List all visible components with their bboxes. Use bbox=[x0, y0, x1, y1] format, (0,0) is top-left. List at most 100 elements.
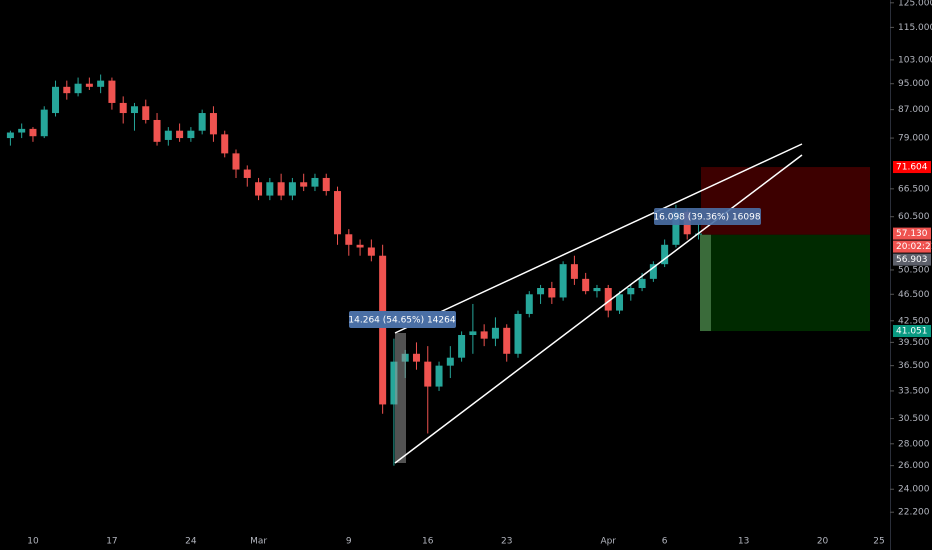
trend-line bbox=[394, 143, 803, 334]
candle-body bbox=[164, 130, 172, 140]
y-tick-label: 33.500 bbox=[898, 386, 930, 396]
candle-body bbox=[424, 361, 432, 387]
countdown: 20:02:21 bbox=[896, 242, 932, 252]
candle-body bbox=[311, 177, 319, 187]
x-tick-label: 25 bbox=[873, 537, 884, 547]
y-tick-label: 87.000 bbox=[898, 105, 930, 115]
y-tick-label: 50.500 bbox=[898, 265, 930, 275]
candle-body bbox=[356, 244, 364, 248]
candle-body bbox=[570, 264, 578, 279]
price-label: 41.051 bbox=[896, 327, 928, 337]
candle-body bbox=[593, 288, 601, 292]
x-tick-label: 23 bbox=[501, 537, 512, 547]
candle-body bbox=[187, 130, 195, 139]
candle-body bbox=[379, 255, 387, 405]
candle-body bbox=[627, 288, 635, 295]
x-tick-label: 9 bbox=[346, 537, 352, 547]
y-tick-label: 42.500 bbox=[898, 316, 930, 326]
candle-body bbox=[661, 244, 669, 265]
candle-body bbox=[334, 191, 342, 235]
countdown-box bbox=[893, 240, 931, 253]
y-tick-label: 60.500 bbox=[898, 212, 930, 222]
x-tick-label: 6 bbox=[662, 537, 668, 547]
candle-body bbox=[446, 357, 454, 366]
candle-body bbox=[491, 327, 499, 339]
measure-box bbox=[654, 208, 761, 225]
candle-body bbox=[638, 278, 646, 289]
candles bbox=[6, 74, 702, 466]
price-label-box bbox=[893, 325, 931, 338]
y-tick-label: 36.500 bbox=[898, 361, 930, 371]
y-tick-label: 39.500 bbox=[898, 338, 930, 348]
x-tick-label: Apr bbox=[600, 537, 616, 547]
y-tick-label: 22.200 bbox=[898, 508, 930, 518]
candle-body bbox=[130, 106, 138, 114]
candle-body bbox=[435, 365, 443, 387]
candle-body bbox=[209, 113, 217, 135]
x-tick-label: 13 bbox=[738, 537, 749, 547]
candle-body bbox=[537, 288, 545, 295]
y-tick-label: 24.000 bbox=[898, 485, 930, 495]
x-tick-label: 10 bbox=[27, 537, 39, 547]
trend-line bbox=[394, 154, 803, 464]
candle-body bbox=[40, 109, 48, 137]
measure-box bbox=[349, 311, 456, 328]
y-tick-label: 26.000 bbox=[898, 461, 930, 471]
candle-body bbox=[322, 177, 330, 192]
x-tick-label: Mar bbox=[250, 537, 267, 547]
y-tick-label: 103.000 bbox=[898, 55, 932, 65]
candle-body bbox=[514, 313, 522, 354]
candle-body bbox=[300, 182, 308, 187]
candle-body bbox=[525, 294, 533, 314]
price-label-box bbox=[893, 253, 931, 266]
price-axis: 125.000 115.000 103.000 95.000 87.000 79.000 6… bbox=[890, 0, 932, 518]
candle-body bbox=[74, 83, 82, 94]
target-zone bbox=[701, 234, 870, 332]
candle-body bbox=[221, 134, 229, 154]
x-tick-label: 17 bbox=[106, 537, 117, 547]
candle-body bbox=[108, 80, 116, 103]
candle-body bbox=[277, 182, 285, 196]
x-tick-label: 20 bbox=[817, 537, 829, 547]
candle-body bbox=[412, 353, 420, 362]
y-tick-label: 66.500 bbox=[898, 184, 930, 194]
candle-body bbox=[243, 169, 251, 178]
candle-body bbox=[503, 327, 511, 354]
price-label-box bbox=[893, 227, 931, 240]
candle-body bbox=[649, 264, 657, 279]
candle-body bbox=[616, 294, 624, 311]
candle-body bbox=[458, 335, 466, 358]
candle-body bbox=[52, 86, 60, 114]
candle-body bbox=[367, 247, 375, 256]
measure-label: 14.264 (54.65%) 14264 bbox=[348, 316, 455, 326]
target-stripe bbox=[700, 234, 711, 332]
price-label: 56.903 bbox=[896, 255, 928, 265]
y-tick-label: 95.000 bbox=[898, 79, 930, 89]
candle-body bbox=[198, 113, 206, 131]
candle-body bbox=[480, 331, 488, 339]
candle-body bbox=[548, 288, 556, 298]
candle-body bbox=[97, 80, 105, 87]
price-label: 71.604 bbox=[896, 163, 928, 173]
measure-bar bbox=[395, 333, 406, 463]
y-tick-label: 28.000 bbox=[898, 439, 930, 449]
candle-body bbox=[288, 182, 296, 196]
y-tick-label: 30.500 bbox=[898, 414, 930, 424]
candle-body bbox=[142, 106, 150, 120]
candle-body bbox=[469, 331, 477, 336]
measure-label: 16.098 (39.36%) 16098 bbox=[653, 213, 760, 223]
candle-body bbox=[266, 182, 274, 196]
y-tick-label: 125.000 bbox=[898, 0, 932, 8]
x-tick-label: 24 bbox=[185, 537, 197, 547]
candle-body bbox=[29, 128, 37, 137]
candle-body bbox=[255, 182, 263, 196]
y-tick-label: 115.000 bbox=[898, 23, 932, 33]
candle-body bbox=[604, 288, 612, 311]
x-tick-label: 16 bbox=[422, 537, 434, 547]
candle-body bbox=[582, 278, 590, 292]
price-label: 57.130 bbox=[896, 229, 928, 239]
candle-body bbox=[63, 86, 71, 94]
price-label-box bbox=[893, 161, 931, 174]
